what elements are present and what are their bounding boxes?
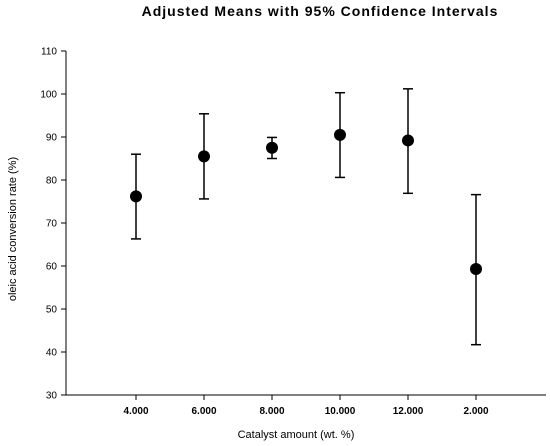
x-tick-label: 6.000 <box>191 406 216 417</box>
data-point <box>334 128 346 141</box>
data-point <box>266 141 278 154</box>
data-point <box>470 263 482 276</box>
x-tick-label: 10.000 <box>325 406 356 417</box>
data-points <box>130 128 482 276</box>
x-tick-label: 2.000 <box>463 406 488 417</box>
x-tick-label: 12.000 <box>393 406 424 417</box>
y-tick-label: 70 <box>46 219 58 230</box>
data-point <box>130 190 142 203</box>
y-tick-label: 60 <box>46 262 58 273</box>
x-tick-label: 4.000 <box>123 406 148 417</box>
x-ticks: 4.000 6.000 8.000 10.000 12.000 2.000 <box>123 395 489 417</box>
y-tick-label: 90 <box>46 133 58 144</box>
y-tick-label: 50 <box>46 305 58 316</box>
y-tick-label: 40 <box>46 348 58 359</box>
x-axis-label: Catalyst amount (wt. %) <box>238 429 355 441</box>
y-tick-label: 80 <box>46 176 58 187</box>
data-point <box>198 150 210 163</box>
y-ticks: 30 40 50 60 70 80 90 100 110 <box>40 47 66 402</box>
data-point <box>402 134 414 147</box>
x-tick-label: 8.000 <box>259 406 284 417</box>
y-tick-label: 110 <box>41 47 57 58</box>
chart-title: Adjusted Means with 95% Confidence Inter… <box>141 3 499 19</box>
y-tick-label: 30 <box>46 391 58 402</box>
y-tick-label: 100 <box>40 90 57 101</box>
y-axis-label: oleic acid conversion rate (%) <box>7 157 19 301</box>
error-bars <box>131 88 481 346</box>
plot-frame <box>65 51 546 396</box>
